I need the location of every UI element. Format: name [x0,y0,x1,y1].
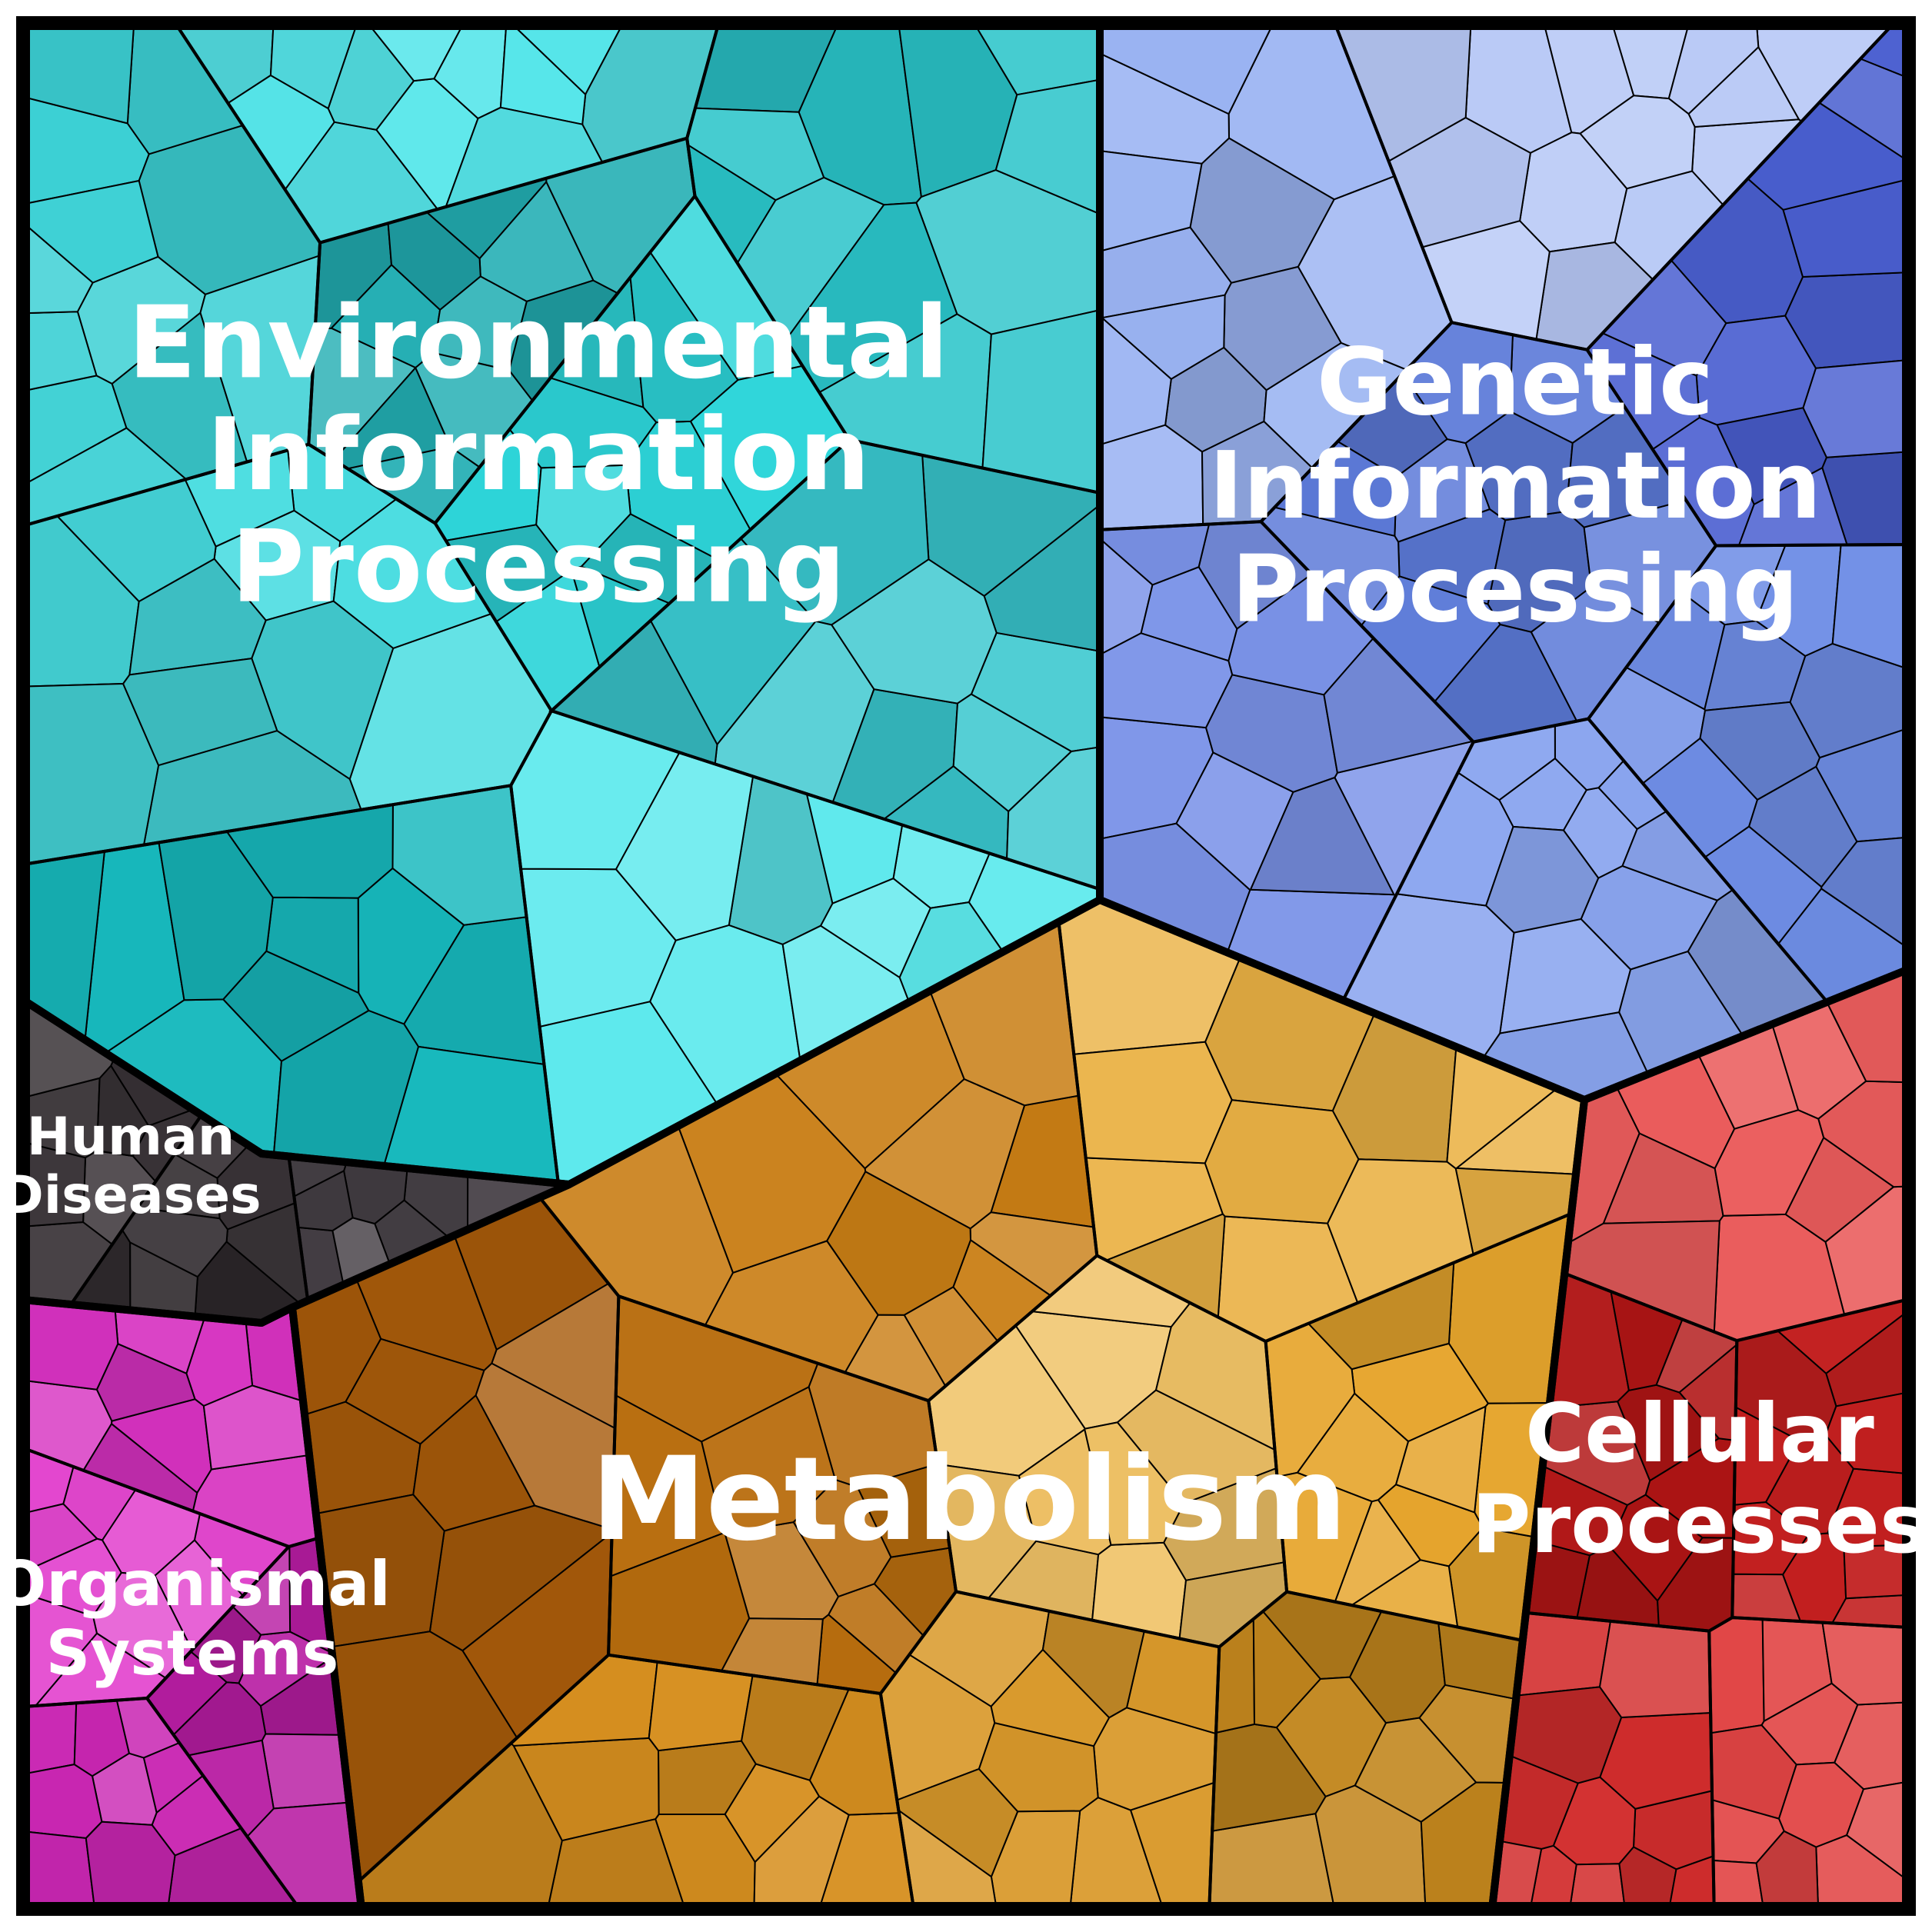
label-hum-line-1: Diseases [0,1165,261,1226]
cell-small-cell [1600,1621,1710,1717]
label-env-line-0: Environmental [128,284,948,401]
env-small-cell [983,310,1101,493]
org-small-cell [23,1703,76,1774]
label-met-line-0: Metabolism [591,1433,1347,1567]
gen-small-cell [1100,425,1203,530]
met-small-cell [1205,1100,1359,1223]
org-small-cell [262,1734,349,1809]
label-org-line-1: Systems [46,1617,339,1689]
cell-small-cell [1709,1617,1764,1733]
label-env: EnvironmentalInformationProcessing [128,284,948,625]
org-small-cell [23,1764,102,1838]
label-gen-line-0: Genetic [1317,329,1714,436]
label-cell: CellularProcesses [1471,1387,1927,1571]
label-hum-line-0: Human [27,1106,235,1167]
label-org: OrganismalSystems [0,1548,391,1689]
label-org-line-0: Organismal [0,1548,391,1620]
label-hum: HumanDiseases [0,1106,261,1225]
org-small-cell [23,1300,118,1390]
label-env-line-1: Information [207,396,871,513]
label-met: Metabolism [591,1433,1347,1567]
met-small-cell [1074,1042,1231,1164]
label-cell-line-0: Cellular [1525,1387,1874,1481]
voronoi-treemap-diagram: EnvironmentalInformationProcessingGeneti… [0,0,1932,1932]
label-cell-line-1: Processes [1471,1477,1927,1571]
label-gen-line-1: Information [1209,433,1821,540]
cell-small-cell [1517,1613,1611,1696]
cell-small-cell [1714,1860,1764,1909]
label-gen-line-2: Processing [1231,536,1798,643]
met-small-cell [649,1662,753,1750]
org-small-cell [23,1831,95,1909]
label-env-line-2: Processing [232,508,846,625]
